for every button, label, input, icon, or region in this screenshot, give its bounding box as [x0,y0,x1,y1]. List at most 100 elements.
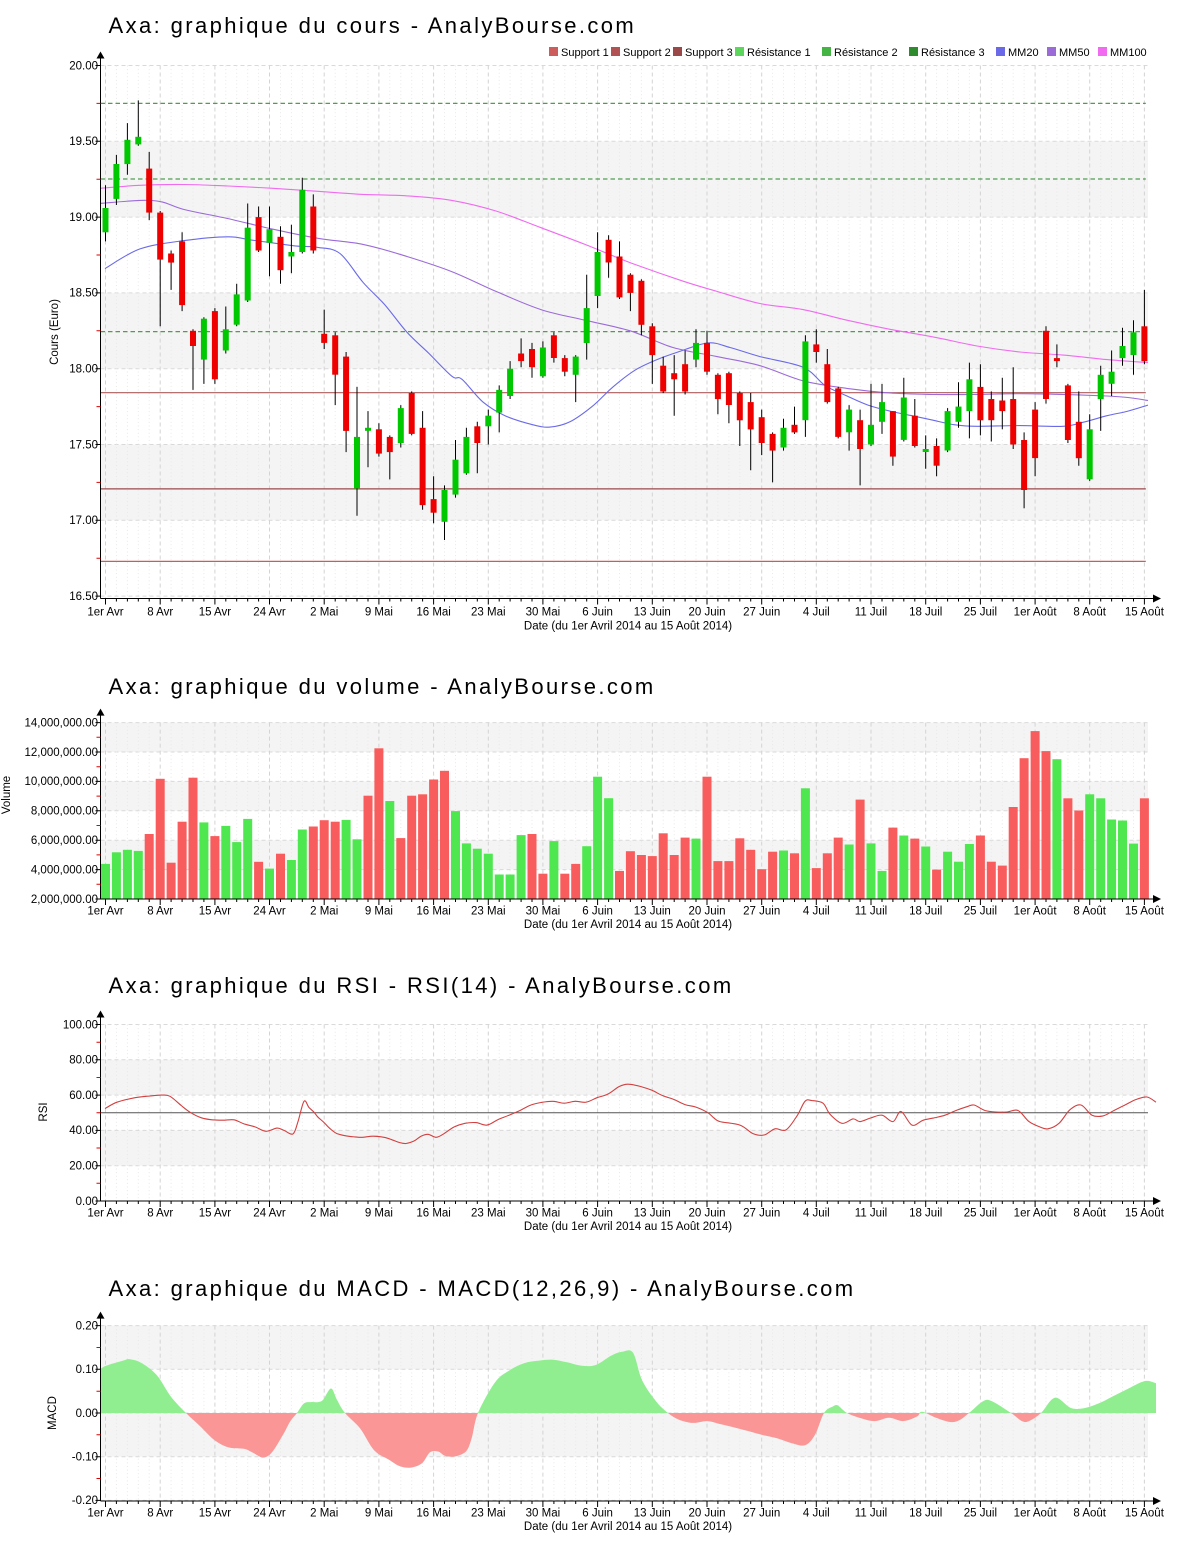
svg-text:20 Juin: 20 Juin [688,906,725,918]
svg-text:Axa: graphique du volume - Ana: Axa: graphique du volume - AnalyBourse.c… [109,674,656,699]
svg-text:Résistance 1: Résistance 1 [747,47,811,59]
svg-text:0.10: 0.10 [76,1364,98,1376]
svg-text:13 Juin: 13 Juin [634,906,671,918]
svg-text:MM100: MM100 [1110,47,1147,59]
svg-text:60.00: 60.00 [69,1090,98,1102]
svg-text:9 Mai: 9 Mai [365,906,393,918]
svg-text:Date (du 1er Avril 2014 au 15: Date (du 1er Avril 2014 au 15 Août 2014) [524,1221,732,1233]
svg-text:19.00: 19.00 [69,212,98,224]
svg-text:Axa: graphique du cours - Anal: Axa: graphique du cours - AnalyBourse.co… [109,13,637,38]
svg-text:18 Juil: 18 Juil [909,906,942,918]
svg-text:8 Août: 8 Août [1073,1208,1106,1220]
svg-text:27 Juin: 27 Juin [743,1208,780,1220]
svg-text:1er Avr: 1er Avr [87,906,123,918]
svg-text:8 Août: 8 Août [1073,906,1106,918]
svg-text:23 Mai: 23 Mai [471,906,506,918]
svg-text:100.00: 100.00 [63,1019,98,1031]
svg-text:8 Avr: 8 Avr [147,607,173,619]
svg-text:6 Juin: 6 Juin [582,607,613,619]
svg-text:23 Mai: 23 Mai [471,1508,506,1520]
svg-text:2 Mai: 2 Mai [310,906,338,918]
svg-text:1er Avr: 1er Avr [87,607,123,619]
svg-text:27 Juin: 27 Juin [743,607,780,619]
svg-text:16 Mai: 16 Mai [416,1208,451,1220]
svg-text:23 Mai: 23 Mai [471,1208,506,1220]
svg-text:23 Mai: 23 Mai [471,607,506,619]
svg-text:9 Mai: 9 Mai [365,607,393,619]
svg-text:1er Avr: 1er Avr [87,1508,123,1520]
svg-text:Axa: graphique du RSI - RSI(14: Axa: graphique du RSI - RSI(14) - AnalyB… [109,973,734,998]
svg-text:15 Avr: 15 Avr [199,906,232,918]
svg-text:Support 1: Support 1 [561,47,609,59]
svg-text:0.00: 0.00 [76,1196,98,1208]
svg-text:15 Août: 15 Août [1125,1208,1165,1220]
svg-text:20 Juin: 20 Juin [688,1208,725,1220]
svg-text:1er Août: 1er Août [1014,1508,1058,1520]
svg-text:16.50: 16.50 [69,591,98,603]
svg-text:-0.20: -0.20 [72,1495,98,1507]
svg-text:24 Avr: 24 Avr [253,1508,286,1520]
svg-text:1er Août: 1er Août [1014,607,1058,619]
svg-text:25 Juil: 25 Juil [964,906,997,918]
svg-text:4,000,000.00: 4,000,000.00 [31,864,98,876]
svg-text:27 Juin: 27 Juin [743,1508,780,1520]
svg-text:Support 2: Support 2 [623,47,671,59]
svg-text:18 Juil: 18 Juil [909,1208,942,1220]
svg-text:2 Mai: 2 Mai [310,1508,338,1520]
svg-text:27 Juin: 27 Juin [743,906,780,918]
svg-text:MM50: MM50 [1059,47,1090,59]
svg-text:1er Août: 1er Août [1014,1208,1058,1220]
svg-text:0.20: 0.20 [76,1320,98,1332]
svg-text:10,000,000.00: 10,000,000.00 [24,776,98,788]
svg-text:11 Juil: 11 Juil [855,607,887,619]
svg-text:8,000,000.00: 8,000,000.00 [31,806,98,818]
svg-text:80.00: 80.00 [69,1055,98,1067]
svg-text:11 Juil: 11 Juil [855,1508,887,1520]
svg-text:11 Juil: 11 Juil [855,1208,887,1220]
svg-text:2 Mai: 2 Mai [310,607,338,619]
svg-text:8 Août: 8 Août [1073,607,1106,619]
svg-text:4 Juil: 4 Juil [803,1508,830,1520]
svg-text:8 Août: 8 Août [1073,1508,1106,1520]
svg-text:MACD: MACD [47,1396,59,1430]
svg-text:RSI: RSI [38,1102,50,1121]
svg-text:0.00: 0.00 [76,1408,98,1420]
svg-text:18 Juil: 18 Juil [909,607,942,619]
svg-text:19.50: 19.50 [69,136,98,148]
svg-text:18.50: 18.50 [69,288,98,300]
svg-text:Support 3: Support 3 [685,47,733,59]
svg-text:Cours (Euro): Cours (Euro) [49,299,61,365]
svg-text:25 Juil: 25 Juil [964,607,997,619]
svg-text:15 Avr: 15 Avr [199,607,232,619]
svg-text:18.00: 18.00 [69,364,98,376]
svg-text:MM20: MM20 [1008,47,1039,59]
svg-text:17.00: 17.00 [69,515,98,527]
svg-text:Axa: graphique du MACD - MACD(: Axa: graphique du MACD - MACD(12,26,9) -… [109,1276,856,1301]
svg-text:24 Avr: 24 Avr [253,1208,286,1220]
svg-text:1er Août: 1er Août [1014,906,1058,918]
svg-text:30 Mai: 30 Mai [526,1208,561,1220]
svg-text:13 Juin: 13 Juin [634,1508,671,1520]
svg-text:25 Juil: 25 Juil [964,1208,997,1220]
svg-text:11 Juil: 11 Juil [855,906,887,918]
svg-text:40.00: 40.00 [69,1125,98,1137]
svg-text:20 Juin: 20 Juin [688,607,725,619]
svg-text:Date (du 1er Avril 2014 au 15: Date (du 1er Avril 2014 au 15 Août 2014) [524,919,732,931]
svg-text:Date (du 1er Avril 2014 au 15: Date (du 1er Avril 2014 au 15 Août 2014) [524,621,732,633]
svg-text:6 Juin: 6 Juin [582,1508,613,1520]
svg-text:20.00: 20.00 [69,1161,98,1173]
svg-text:9 Mai: 9 Mai [365,1508,393,1520]
svg-text:6,000,000.00: 6,000,000.00 [31,835,98,847]
svg-text:20.00: 20.00 [69,60,98,72]
svg-text:8 Avr: 8 Avr [147,1508,173,1520]
svg-text:30 Mai: 30 Mai [526,906,561,918]
svg-text:16 Mai: 16 Mai [416,1508,451,1520]
svg-text:15 Août: 15 Août [1125,906,1165,918]
svg-text:4 Juil: 4 Juil [803,1208,830,1220]
svg-text:15 Août: 15 Août [1125,1508,1165,1520]
svg-text:30 Mai: 30 Mai [526,607,561,619]
svg-text:17.50: 17.50 [69,439,98,451]
svg-text:14,000,000.00: 14,000,000.00 [24,717,98,729]
svg-text:-0.10: -0.10 [72,1452,98,1464]
svg-text:25 Juil: 25 Juil [964,1508,997,1520]
